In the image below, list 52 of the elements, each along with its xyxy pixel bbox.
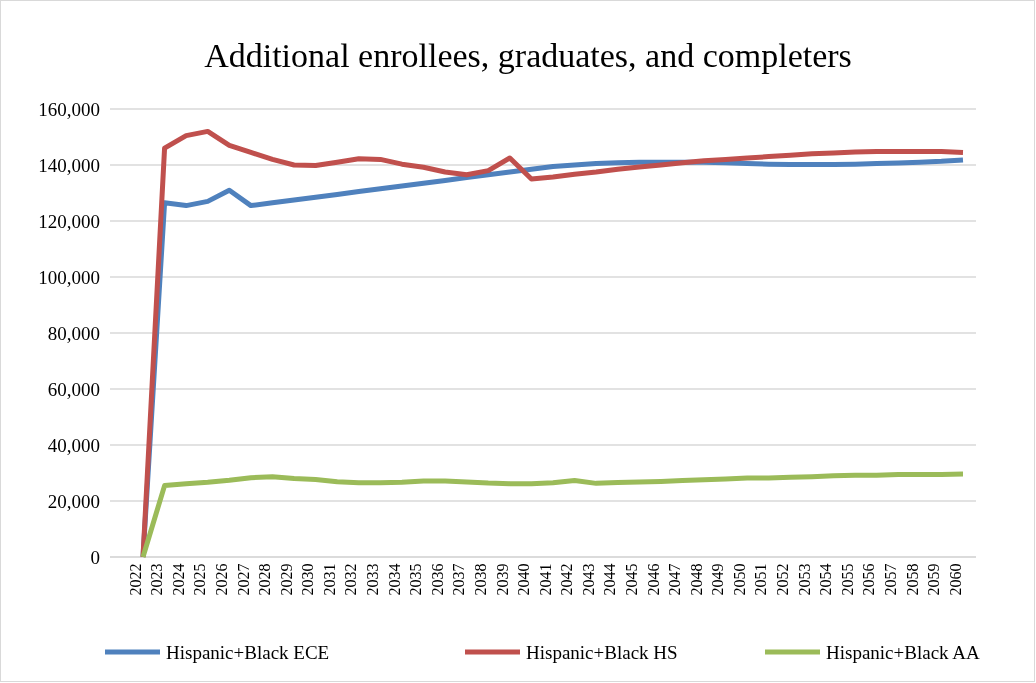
x-tick-label: 2041 xyxy=(536,563,554,596)
x-tick-label: 2024 xyxy=(169,563,187,596)
x-tick-label: 2022 xyxy=(126,563,144,596)
y-tick-label: 60,000 xyxy=(47,378,100,400)
x-tick-label: 2057 xyxy=(881,563,899,596)
x-tick-label: 2038 xyxy=(471,563,489,596)
x-tick-label: 2037 xyxy=(450,563,468,596)
y-tick-label: 80,000 xyxy=(47,322,100,344)
x-tick-label: 2045 xyxy=(623,563,641,596)
x-tick-label: 2047 xyxy=(666,563,684,596)
x-tick-label: 2059 xyxy=(925,563,943,596)
x-tick-label: 2025 xyxy=(191,563,209,596)
y-tick-label: 140,000 xyxy=(38,154,100,176)
x-tick-label: 2027 xyxy=(234,563,252,596)
x-tick-label: 2031 xyxy=(320,563,338,596)
x-tick-label: 2032 xyxy=(342,563,360,596)
x-tick-label: 2040 xyxy=(515,563,533,596)
x-tick-label: 2026 xyxy=(213,563,231,596)
x-tick-label: 2058 xyxy=(903,563,921,596)
legend-label: Hispanic+Black HS xyxy=(526,641,678,663)
x-tick-label: 2033 xyxy=(364,563,382,596)
x-tick-label: 2044 xyxy=(601,563,619,596)
x-tick-label: 2036 xyxy=(428,563,446,596)
x-tick-label: 2051 xyxy=(752,563,770,596)
y-tick-label: 0 xyxy=(90,546,100,568)
legend-label: Hispanic+Black AA xyxy=(826,641,980,663)
x-tick-label: 2039 xyxy=(493,563,511,596)
y-tick-label: 100,000 xyxy=(38,266,100,288)
x-tick-label: 2053 xyxy=(795,563,813,596)
legend-label: Hispanic+Black ECE xyxy=(166,641,330,663)
x-tick-label: 2028 xyxy=(256,563,274,596)
x-tick-label: 2046 xyxy=(644,563,662,596)
x-tick-label: 2060 xyxy=(946,563,964,596)
y-tick-label: 160,000 xyxy=(38,98,100,120)
x-tick-label: 2034 xyxy=(385,563,403,596)
x-tick-label: 2043 xyxy=(579,563,597,596)
x-tick-label: 2049 xyxy=(709,563,727,596)
x-tick-label: 2042 xyxy=(558,563,576,596)
y-tick-label: 120,000 xyxy=(38,210,100,232)
x-tick-label: 2048 xyxy=(687,563,705,596)
y-tick-label: 20,000 xyxy=(47,490,100,512)
x-tick-label: 2056 xyxy=(860,563,878,596)
x-tick-label: 2055 xyxy=(838,563,856,596)
x-tick-label: 2050 xyxy=(730,563,748,596)
y-tick-label: 40,000 xyxy=(47,434,100,456)
chart-title: Additional enrollees, graduates, and completers xyxy=(204,37,852,74)
x-tick-label: 2052 xyxy=(774,563,792,596)
x-tick-label: 2035 xyxy=(407,563,425,596)
x-tick-label: 2054 xyxy=(817,563,835,596)
x-tick-label: 2023 xyxy=(148,563,166,596)
x-tick-label: 2030 xyxy=(299,563,317,596)
x-tick-label: 2029 xyxy=(277,563,295,596)
